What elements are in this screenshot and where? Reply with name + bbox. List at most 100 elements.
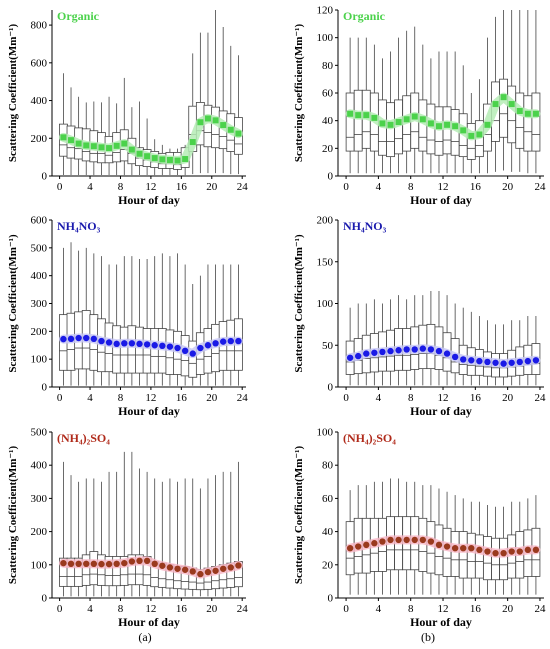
y-tick-label: 100	[31, 559, 48, 571]
box-hour-10	[135, 101, 144, 176]
mean-point	[128, 340, 136, 347]
box-iqr	[386, 102, 395, 158]
box-hour-5	[97, 481, 106, 597]
mean-point	[524, 546, 532, 554]
box-hour-15	[173, 253, 182, 386]
mean-point	[379, 538, 386, 545]
mean-point	[151, 560, 158, 568]
mean-point	[182, 156, 189, 163]
box-iqr	[491, 537, 500, 581]
mean-point	[363, 541, 370, 549]
box-hour-12	[442, 295, 452, 386]
box-hour-8	[410, 26, 420, 174]
box-iqr	[442, 106, 452, 155]
mean-point	[189, 139, 196, 146]
box-hour-18	[195, 32, 205, 174]
mean-point	[451, 545, 459, 552]
box-hour-17	[188, 478, 198, 597]
x-tick-label: 0	[57, 181, 63, 193]
y-tick-label: 300	[31, 493, 48, 505]
y-tick-label: 200	[31, 326, 48, 338]
mean-point	[427, 120, 434, 127]
box-hour-23	[531, 495, 541, 595]
mean-point	[75, 334, 82, 342]
box-iqr	[203, 104, 213, 148]
mean-point	[508, 359, 515, 366]
x-tick-label: 4	[87, 392, 93, 404]
y-axis-label: Scattering Coefficient(Mm⁻¹)	[293, 234, 305, 373]
y-tick-label: 400	[31, 95, 48, 107]
box-hour-13	[450, 303, 460, 386]
mean-point	[354, 543, 362, 550]
mean-point	[75, 140, 82, 147]
box-hour-5	[386, 299, 395, 386]
mean-point	[90, 335, 98, 343]
mean-point	[121, 340, 128, 347]
mean-point	[128, 146, 135, 153]
box-hour-3	[81, 102, 91, 176]
box-hour-8	[119, 256, 129, 386]
y-tick-label: 200	[31, 526, 48, 538]
mean-point	[220, 122, 227, 129]
box-hour-2	[74, 250, 84, 386]
box-hour-8	[410, 295, 420, 386]
box-hour-2	[74, 481, 84, 597]
mean-point	[355, 112, 362, 119]
mean-point	[443, 543, 451, 550]
mean-point	[204, 115, 211, 122]
x-tick-label: 8	[408, 181, 414, 193]
box-hour-3	[369, 44, 379, 174]
mean-point	[451, 353, 459, 361]
mean-point	[419, 345, 427, 352]
mean-point	[435, 123, 442, 130]
y-tick-label: 0	[328, 593, 334, 605]
box-iqr	[531, 92, 541, 152]
x-tick-label: 20	[502, 181, 514, 193]
chart-title: NH₄NO₃	[343, 219, 387, 233]
box-iqr	[97, 554, 106, 586]
mean-point	[468, 132, 475, 139]
x-tick-label: 8	[408, 603, 414, 615]
box-hour-18	[195, 488, 205, 597]
box-hour-11	[434, 51, 444, 174]
mean-point	[219, 565, 227, 572]
chart-b-organic: 0 20 40 60 80 100 120 0 4 8 12 16 20 24 Hour of day Sca…	[293, 5, 546, 208]
mean-point	[90, 143, 97, 150]
mean-point	[419, 116, 426, 123]
box-hour-0	[59, 247, 68, 386]
y-tick-label: 0	[328, 171, 334, 183]
y-tick-label: 40	[322, 526, 334, 538]
x-axis-label: Hour of day	[118, 193, 180, 207]
mean-point	[347, 110, 354, 117]
mean-point	[227, 337, 234, 345]
mean-point	[395, 536, 402, 544]
mean-point	[387, 121, 394, 128]
box-hour-0	[345, 37, 355, 174]
box-hour-23	[233, 461, 243, 597]
x-axis-label: Hour of day	[410, 404, 472, 418]
box-hour-9	[127, 107, 137, 176]
chart-title: (NH₄)₂SO₄	[343, 431, 396, 445]
mean-point	[151, 342, 158, 349]
mean-point	[67, 560, 75, 568]
mean-point	[484, 548, 491, 555]
box-hour-14	[458, 65, 468, 174]
box-hour-6	[394, 37, 403, 174]
box-iqr	[142, 328, 152, 374]
chart-title: NH₄NO₃	[57, 219, 101, 233]
mean-point	[197, 570, 204, 578]
box-hour-1	[66, 475, 76, 597]
x-axis-label: Hour of day	[118, 404, 180, 418]
mean-point	[524, 357, 532, 365]
box-hour-4	[89, 101, 99, 176]
mean-point	[98, 337, 105, 345]
box-iqr	[474, 534, 484, 579]
y-tick-label: 80	[322, 60, 334, 72]
mean-point	[403, 536, 410, 544]
box-hour-7	[112, 103, 122, 176]
mean-point	[516, 548, 523, 555]
box-hour-16	[180, 264, 190, 386]
box-hour-20	[507, 10, 517, 172]
mean-point	[532, 546, 540, 554]
y-tick-label: 120	[317, 5, 334, 17]
